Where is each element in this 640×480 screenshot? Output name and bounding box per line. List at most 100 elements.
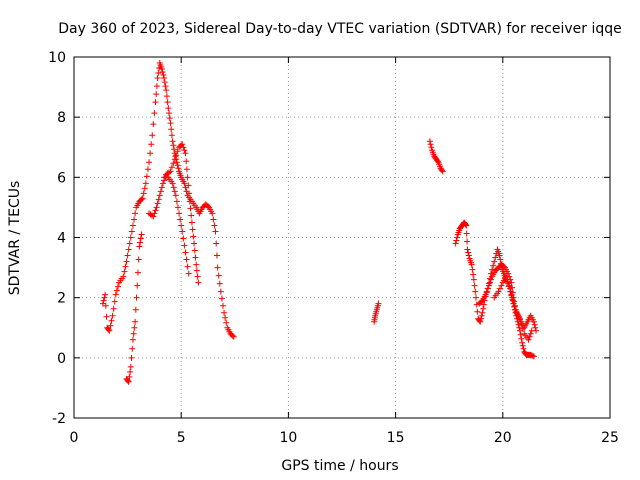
data-point	[473, 294, 479, 301]
data-point	[169, 180, 176, 187]
data-point	[125, 246, 132, 253]
data-point	[189, 226, 196, 233]
data-point	[168, 164, 175, 171]
data-point	[221, 309, 228, 316]
data-point	[486, 279, 493, 286]
data-point	[134, 269, 141, 276]
data-point	[101, 294, 108, 301]
data-point	[471, 282, 478, 289]
data-point	[172, 153, 179, 160]
data-point	[469, 266, 476, 273]
data-point	[519, 342, 526, 349]
data-point	[472, 288, 479, 295]
data-point	[507, 288, 514, 295]
data-point	[454, 234, 461, 241]
data-point	[485, 282, 492, 289]
y-tick-label: 4	[57, 231, 66, 247]
data-point	[173, 159, 180, 166]
data-point	[479, 309, 486, 316]
data-point	[212, 228, 219, 235]
data-point	[174, 204, 181, 211]
data-point	[161, 79, 168, 86]
data-point	[518, 320, 525, 327]
data-point	[462, 221, 469, 228]
data-point	[121, 268, 128, 275]
data-point	[167, 168, 174, 175]
data-point	[134, 282, 141, 289]
data-point	[484, 285, 491, 292]
data-point	[518, 335, 525, 342]
data-point	[139, 195, 146, 202]
data-point	[184, 263, 191, 270]
data-point	[110, 305, 117, 312]
data-point	[509, 296, 516, 303]
data-point	[525, 336, 532, 343]
data-point	[511, 303, 518, 310]
data-point	[478, 312, 485, 319]
data-point	[477, 318, 484, 325]
data-point	[100, 297, 107, 304]
data-point	[498, 282, 505, 289]
data-point	[122, 263, 129, 270]
data-point	[192, 254, 199, 261]
data-point	[102, 291, 109, 298]
x-axis-label: GPS time / hours	[281, 458, 398, 474]
data-point	[468, 261, 475, 268]
data-point	[146, 159, 153, 166]
data-point	[130, 330, 137, 337]
data-point	[129, 345, 136, 352]
data-point	[211, 222, 218, 229]
data-point	[216, 280, 223, 287]
data-point	[170, 184, 177, 191]
data-point	[474, 308, 481, 315]
data-point	[129, 336, 136, 343]
data-point	[173, 198, 180, 205]
data-point	[183, 256, 190, 263]
y-tick-label: 10	[48, 50, 66, 66]
data-point	[427, 141, 434, 148]
data-point	[191, 247, 198, 254]
x-tick-label: 15	[387, 430, 405, 446]
y-tick-label: -2	[52, 411, 66, 427]
data-point	[439, 168, 446, 175]
data-point	[107, 322, 114, 329]
data-point	[519, 339, 526, 346]
data-point	[128, 354, 135, 361]
data-point	[158, 66, 165, 73]
data-point	[123, 258, 130, 265]
data-point	[465, 252, 472, 259]
data-point	[191, 240, 198, 247]
data-point	[526, 333, 533, 340]
data-point	[156, 192, 163, 199]
data-point	[375, 300, 382, 307]
data-point	[229, 332, 236, 339]
data-point	[154, 75, 161, 82]
data-point	[148, 141, 155, 148]
data-point	[171, 146, 178, 153]
data-point	[508, 279, 515, 286]
data-point	[140, 190, 147, 197]
data-point	[114, 283, 121, 290]
data-point	[153, 91, 160, 98]
data-point	[470, 271, 477, 278]
data-point	[127, 368, 134, 375]
data-point	[496, 285, 503, 292]
data-point	[170, 160, 177, 167]
data-point	[179, 228, 186, 235]
data-point	[464, 238, 471, 245]
y-axis-label: SDTVAR / TECUs	[7, 181, 23, 296]
data-point	[185, 270, 192, 277]
data-point	[129, 222, 136, 229]
data-point	[138, 231, 145, 238]
data-point	[153, 204, 160, 211]
data-point	[178, 222, 185, 229]
data-point	[218, 295, 225, 302]
data-point	[147, 150, 154, 157]
data-point	[223, 319, 230, 326]
data-point	[127, 363, 134, 370]
data-point	[127, 234, 134, 241]
data-point	[210, 216, 217, 223]
data-point	[181, 147, 188, 154]
data-point	[490, 262, 497, 269]
data-point	[164, 99, 171, 106]
